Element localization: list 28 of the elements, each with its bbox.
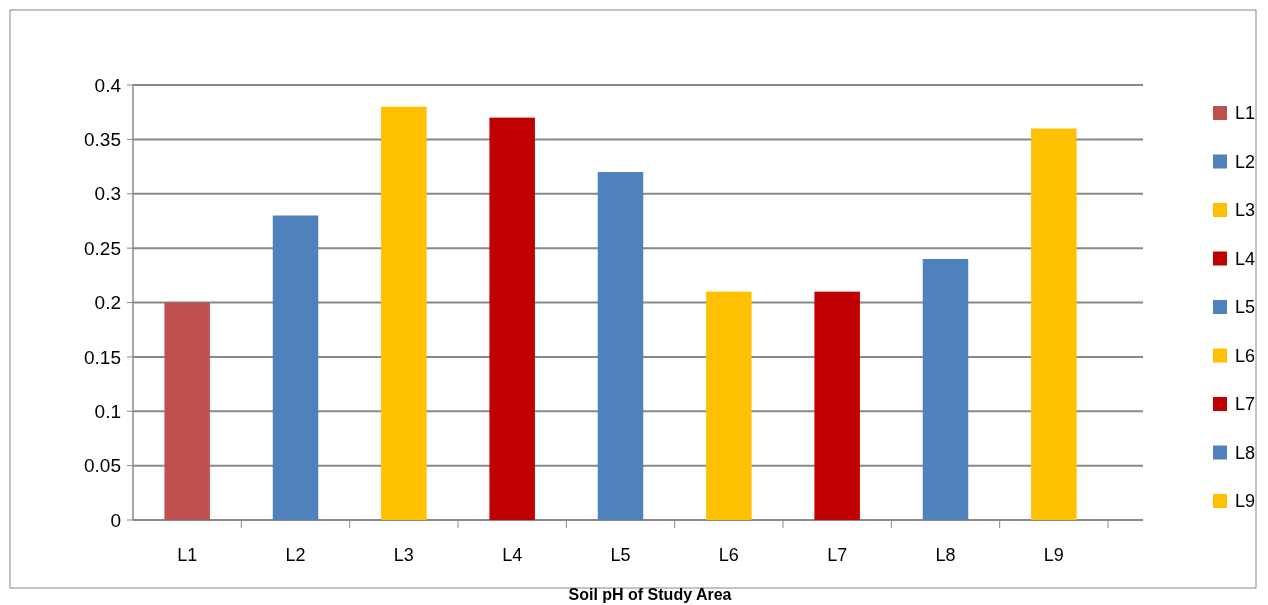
legend-label: L6 [1235, 345, 1256, 366]
legend-label: L5 [1235, 297, 1256, 318]
legend-label: L3 [1235, 200, 1256, 221]
x-tick-label: L9 [1043, 545, 1064, 565]
x-tick-label: L4 [502, 545, 523, 565]
y-tick-label: 0.25 [84, 237, 121, 259]
y-tick-label: 0.3 [94, 183, 121, 205]
y-tick-label: 0.35 [84, 129, 121, 151]
x-tick-label: L5 [610, 545, 631, 565]
y-tick-label: 0.15 [84, 346, 121, 368]
legend-label: L7 [1235, 394, 1256, 415]
x-tick-label: L6 [718, 545, 739, 565]
y-tick-label: 0.4 [94, 74, 122, 96]
legend-label: L2 [1235, 151, 1256, 172]
legend-label: L8 [1235, 442, 1256, 463]
x-tick-label: L3 [393, 545, 414, 565]
legend-label: L4 [1235, 248, 1256, 269]
y-tick-label: 0.2 [94, 292, 121, 314]
legend-label: L9 [1235, 491, 1256, 512]
x-tick-label: L2 [285, 545, 306, 565]
x-tick-label: L7 [827, 545, 848, 565]
y-tick-label: 0 [110, 509, 121, 531]
legend-label: L1 [1235, 103, 1256, 124]
x-tick-label: L1 [177, 545, 198, 565]
text: Soil pH of Study Area [568, 585, 732, 603]
x-tick-label: L8 [935, 545, 956, 565]
y-tick-label: 0.05 [84, 455, 121, 477]
y-tick-label: 0.1 [94, 400, 121, 422]
